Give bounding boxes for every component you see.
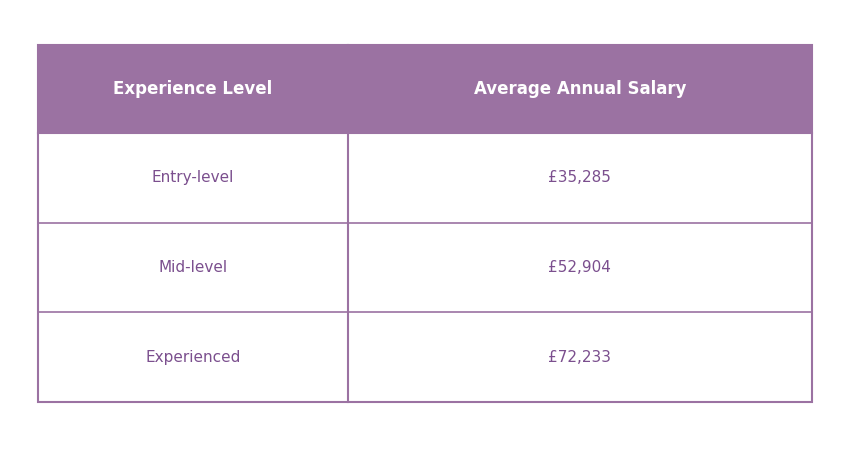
Text: Mid-level: Mid-level <box>158 260 227 275</box>
Text: Experienced: Experienced <box>145 350 241 365</box>
Text: £52,904: £52,904 <box>548 260 611 275</box>
Text: Experience Level: Experience Level <box>113 80 272 98</box>
Text: Entry-level: Entry-level <box>151 171 234 185</box>
Text: Average Annual Salary: Average Annual Salary <box>473 80 686 98</box>
Bar <box>38 45 812 133</box>
Text: £35,285: £35,285 <box>548 171 611 185</box>
Text: £72,233: £72,233 <box>548 350 611 365</box>
Bar <box>38 45 812 402</box>
